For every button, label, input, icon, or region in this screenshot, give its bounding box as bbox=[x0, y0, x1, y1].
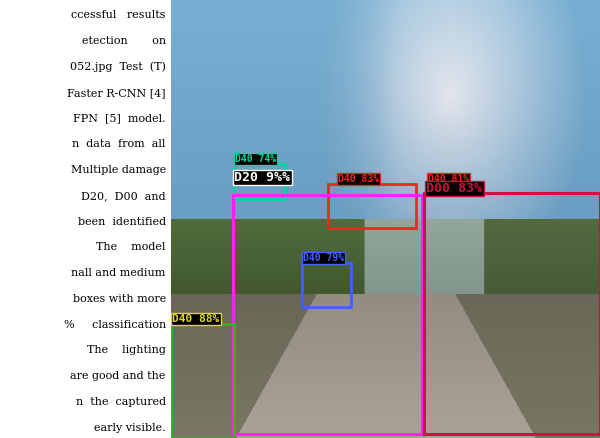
Text: Faster R-CNN [4]: Faster R-CNN [4] bbox=[67, 88, 166, 98]
Text: nall and medium: nall and medium bbox=[71, 268, 166, 278]
Bar bbox=[235, 164, 284, 199]
Text: n  the  captured: n the captured bbox=[76, 397, 166, 407]
Bar bbox=[302, 263, 351, 307]
Text: etection       on: etection on bbox=[82, 36, 166, 46]
Text: D40 74%: D40 74% bbox=[235, 154, 277, 164]
Bar bbox=[171, 324, 235, 438]
Text: D40 83%: D40 83% bbox=[338, 174, 379, 184]
Bar bbox=[328, 184, 416, 228]
Text: are good and the: are good and the bbox=[70, 371, 166, 381]
Text: n  data  from  all: n data from all bbox=[73, 139, 166, 149]
Text: boxes with more: boxes with more bbox=[73, 294, 166, 304]
Text: The    lighting: The lighting bbox=[73, 346, 166, 355]
Text: D20,  D00  and: D20, D00 and bbox=[74, 191, 166, 201]
Bar bbox=[424, 193, 600, 434]
Text: 052.jpg  Test  (T): 052.jpg Test (T) bbox=[70, 62, 166, 72]
Text: The    model: The model bbox=[82, 242, 166, 252]
Text: ccessful   results: ccessful results bbox=[71, 11, 166, 21]
Text: D00 83%: D00 83% bbox=[426, 182, 482, 195]
Text: FPN  [5]  model.: FPN [5] model. bbox=[73, 113, 166, 124]
Text: early visible.: early visible. bbox=[94, 423, 166, 433]
Text: been  identified: been identified bbox=[71, 216, 166, 226]
Text: Multiple damage: Multiple damage bbox=[71, 165, 166, 175]
Text: D40 81%: D40 81% bbox=[428, 174, 470, 184]
Bar bbox=[233, 195, 422, 434]
Text: D20 9%%: D20 9%% bbox=[235, 171, 290, 184]
Text: D40 88%: D40 88% bbox=[172, 314, 220, 324]
Text: %     classification: % classification bbox=[64, 320, 166, 330]
Text: D40 79%: D40 79% bbox=[303, 253, 344, 263]
